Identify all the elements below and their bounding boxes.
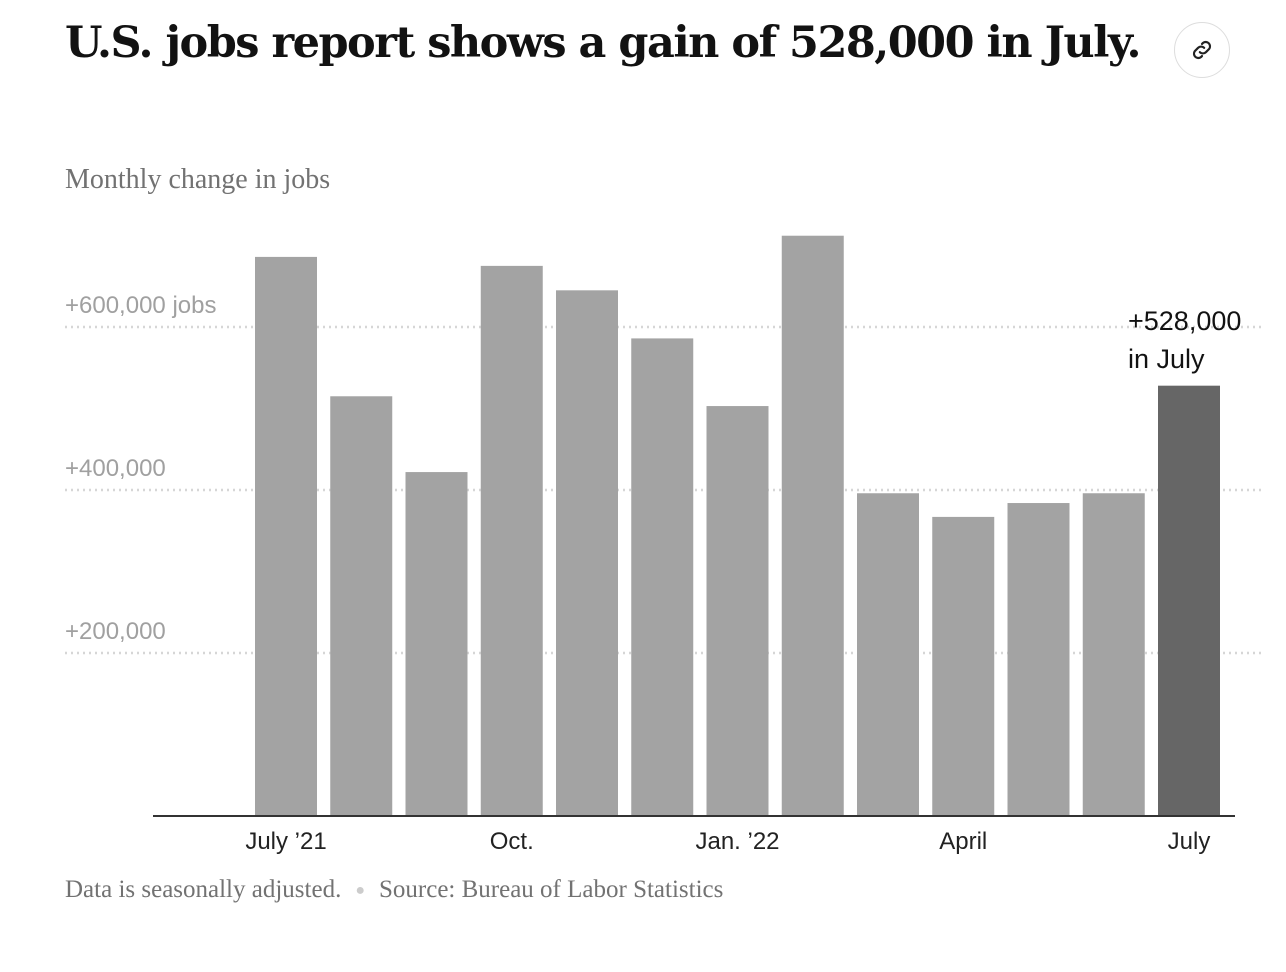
y-tick-label: +400,000 bbox=[65, 455, 166, 482]
chart-subtitle: Monthly change in jobs bbox=[65, 164, 331, 195]
bar-chart: +200,000 +400,000 +600,000 jobs July ’21 Oct… bbox=[65, 235, 1265, 855]
bar bbox=[932, 516, 995, 816]
bar bbox=[330, 396, 393, 816]
bar bbox=[405, 472, 468, 816]
bar bbox=[1082, 493, 1145, 816]
y-tick-label: +600,000 jobs bbox=[65, 292, 216, 319]
chart-title: U.S. jobs report shows a gain of 528,000… bbox=[65, 18, 1142, 68]
x-tick-label: July bbox=[1168, 828, 1211, 855]
footer-note: Data is seasonally adjusted. bbox=[65, 876, 342, 903]
annotation-value: +528,000 bbox=[1128, 306, 1241, 336]
bar bbox=[631, 338, 694, 816]
bar bbox=[556, 290, 618, 816]
copy-link-button[interactable] bbox=[1174, 22, 1230, 78]
separator-dot: ● bbox=[355, 882, 365, 900]
x-tick-label: July ’21 bbox=[245, 828, 326, 855]
link-icon bbox=[1192, 40, 1212, 60]
bar bbox=[781, 235, 844, 817]
x-tick-label: Jan. ’22 bbox=[695, 828, 779, 855]
bar bbox=[1007, 503, 1070, 816]
x-tick-label: Oct. bbox=[490, 828, 534, 855]
bar bbox=[706, 406, 769, 816]
bar bbox=[480, 265, 543, 816]
bar bbox=[1158, 385, 1220, 816]
bar bbox=[857, 493, 919, 816]
chart-footer: Data is seasonally adjusted. ● Source: Bur… bbox=[65, 876, 723, 904]
annotation-label: in July bbox=[1128, 344, 1205, 374]
y-tick-label: +200,000 bbox=[65, 618, 166, 645]
bar bbox=[255, 256, 317, 816]
x-tick-label: April bbox=[939, 828, 987, 855]
footer-source: Source: Bureau of Labor Statistics bbox=[379, 876, 724, 903]
